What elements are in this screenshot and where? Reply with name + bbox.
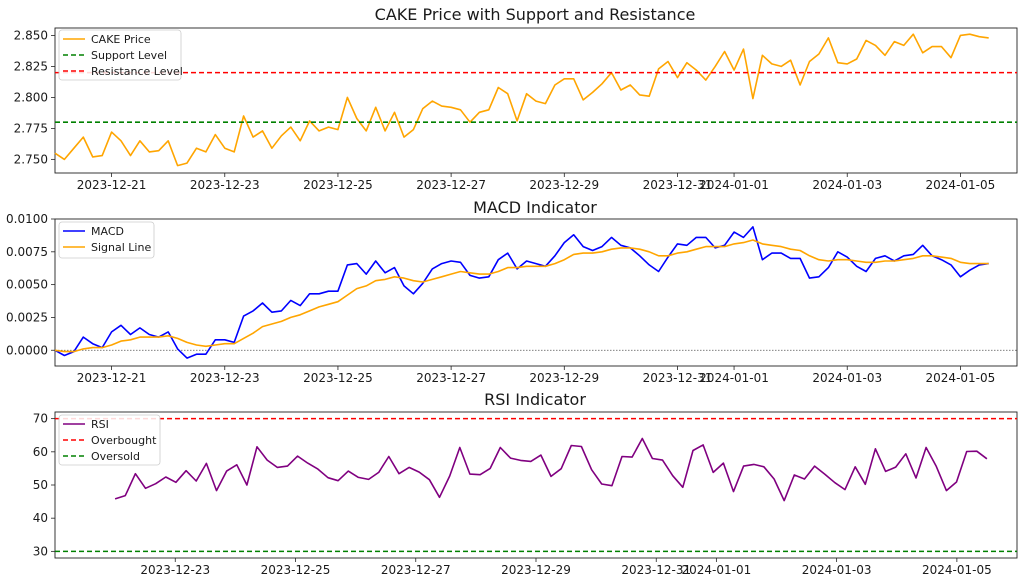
price-xtick-label: 2024-01-03 <box>812 178 882 192</box>
price-legend-label: CAKE Price <box>91 33 151 46</box>
rsi-ytick-label: 70 <box>33 412 48 426</box>
rsi-legend-label: Oversold <box>91 450 140 463</box>
price-axes-frame <box>54 27 1018 174</box>
price-xtick-label: 2024-01-05 <box>926 178 996 192</box>
price-legend-label: Support Level <box>91 49 167 62</box>
macd-xtick-label: 2023-12-21 <box>77 371 147 385</box>
rsi-xtick-label: 2024-01-01 <box>682 563 752 577</box>
price-legend: CAKE Price Support Level Resistance Level <box>58 29 183 81</box>
rsi-xtick-label: 2023-12-31 <box>621 563 691 577</box>
rsi-ytick-label: 30 <box>33 544 48 558</box>
rsi-xtick-label: 2024-01-03 <box>802 563 872 577</box>
price-ytick-label: 2.825 <box>14 59 48 73</box>
rsi-xtick-label: 2023-12-27 <box>381 563 451 577</box>
price-ytick-label: 2.750 <box>14 152 48 166</box>
rsi-chart-title: RSI Indicator <box>484 390 586 409</box>
rsi-legend: RSI Overbought Oversold <box>58 414 161 466</box>
price-plot: 2.750 2.775 2.800 2.825 2.850 2023-12-21 2023-… <box>14 27 1018 192</box>
rsi-xtick-label: 2023-12-23 <box>140 563 210 577</box>
rsi-xtick-label: 2023-12-25 <box>261 563 331 577</box>
price-ytick-label: 2.800 <box>14 90 48 104</box>
macd-xtick-label: 2024-01-05 <box>926 371 996 385</box>
macd-xtick-label: 2024-01-01 <box>699 371 769 385</box>
macd-series-macd-line <box>54 226 989 359</box>
macd-ytick-label: 0.0000 <box>6 343 48 357</box>
price-xtick-label: 2023-12-29 <box>529 178 599 192</box>
macd-legend-label: Signal Line <box>91 241 151 254</box>
price-ytick-label: 2.775 <box>14 121 48 135</box>
rsi-ytick-label: 40 <box>33 511 48 525</box>
macd-plot: 0.0000 0.0025 0.0050 0.0075 0.0100 2023-12-21… <box>6 212 1018 385</box>
price-chart: CAKE Price with Support and Resistance <box>375 5 696 24</box>
price-ytick-label: 2.850 <box>14 28 48 42</box>
rsi-xtick-label: 2023-12-29 <box>501 563 571 577</box>
price-series-cake-price-line <box>54 33 989 167</box>
price-xtick-label: 2023-12-23 <box>190 178 260 192</box>
macd-xtick-label: 2023-12-25 <box>303 371 373 385</box>
macd-ytick-label: 0.0075 <box>6 245 48 259</box>
rsi-legend-box <box>58 414 161 466</box>
macd-xtick-label: 2024-01-03 <box>812 371 882 385</box>
rsi-chart: RSI Indicator <box>484 390 586 409</box>
rsi-legend-label: Overbought <box>91 434 157 447</box>
price-xtick-label: 2023-12-27 <box>416 178 486 192</box>
macd-xtick-label: 2023-12-29 <box>529 371 599 385</box>
macd-series-signal-line-line <box>54 239 989 353</box>
macd-chart: MACD Indicator <box>473 198 597 217</box>
macd-axes-frame <box>54 218 1018 367</box>
macd-ytick-label: 0.0100 <box>6 212 48 226</box>
macd-ytick-label: 0.0025 <box>6 310 48 324</box>
macd-chart-title: MACD Indicator <box>473 198 597 217</box>
rsi-plot: 30 40 50 60 70 2023-12-23 2023-12-25 2023-12-27… <box>33 411 1018 577</box>
macd-xtick-label: 2023-12-23 <box>190 371 260 385</box>
price-legend-box <box>58 29 182 81</box>
price-xtick-label: 2023-12-31 <box>643 178 713 192</box>
macd-xtick-label: 2023-12-31 <box>643 371 713 385</box>
price-xtick-label: 2023-12-25 <box>303 178 373 192</box>
rsi-legend-label: RSI <box>91 418 109 431</box>
price-chart-title: CAKE Price with Support and Resistance <box>375 5 696 24</box>
rsi-xtick-label: 2024-01-05 <box>922 563 992 577</box>
price-legend-label: Resistance Level <box>91 65 183 78</box>
macd-legend: MACD Signal Line <box>58 221 155 259</box>
rsi-ytick-label: 50 <box>33 478 48 492</box>
macd-ytick-label: 0.0050 <box>6 278 48 292</box>
macd-legend-label: MACD <box>91 225 124 238</box>
price-xtick-label: 2024-01-01 <box>699 178 769 192</box>
rsi-series-rsi-line <box>114 437 988 502</box>
rsi-ytick-label: 60 <box>33 445 48 459</box>
macd-xtick-label: 2023-12-27 <box>416 371 486 385</box>
price-xtick-label: 2023-12-21 <box>77 178 147 192</box>
rsi-axes-frame <box>54 411 1018 559</box>
